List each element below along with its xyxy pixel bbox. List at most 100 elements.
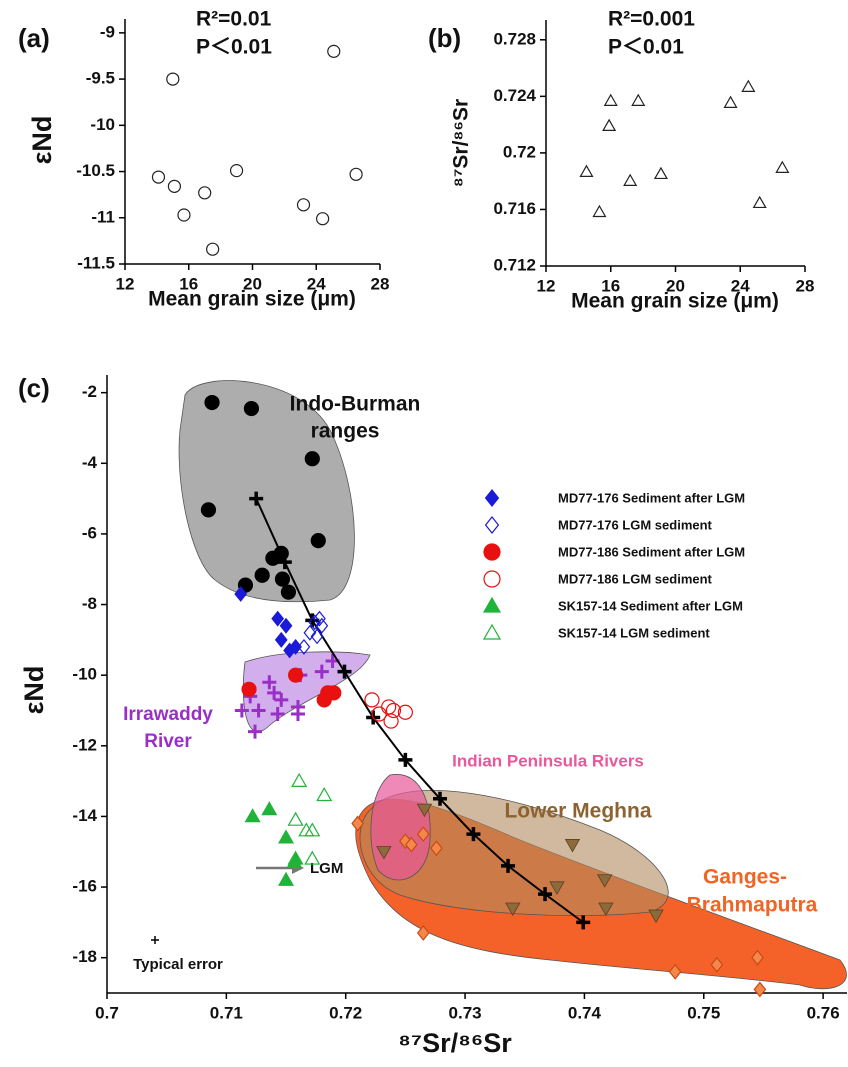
point bbox=[501, 858, 516, 873]
y-tick-label: -14 bbox=[72, 806, 97, 825]
point bbox=[598, 902, 614, 917]
point bbox=[399, 833, 412, 850]
x-tick-label: 0.74 bbox=[568, 1003, 602, 1022]
point bbox=[364, 692, 380, 708]
point bbox=[349, 167, 363, 181]
point bbox=[741, 79, 756, 92]
point bbox=[244, 808, 261, 823]
y-tick-label: -11 bbox=[91, 207, 115, 226]
point bbox=[279, 617, 293, 634]
legend-marker bbox=[483, 543, 501, 561]
point bbox=[416, 925, 430, 941]
point bbox=[277, 829, 295, 844]
y-tick-label: -10 bbox=[90, 115, 115, 134]
x-tick-label: 0.7 bbox=[95, 1003, 119, 1022]
y-tick-label: 0.716 bbox=[493, 199, 536, 218]
point bbox=[277, 871, 295, 886]
point bbox=[752, 195, 767, 209]
regions bbox=[178, 380, 847, 990]
point bbox=[466, 827, 481, 842]
y-tick-label: 0.728 bbox=[493, 29, 536, 48]
point bbox=[385, 702, 402, 719]
point bbox=[308, 614, 322, 631]
legend-marker bbox=[484, 516, 500, 534]
y-tick-label: -2 bbox=[82, 382, 97, 401]
point bbox=[271, 610, 285, 627]
point bbox=[564, 839, 581, 853]
x-tick-label: 12 bbox=[537, 276, 556, 295]
point bbox=[316, 787, 333, 802]
point bbox=[310, 533, 326, 549]
point bbox=[753, 981, 767, 998]
legend-marker bbox=[482, 623, 502, 640]
point bbox=[241, 681, 257, 697]
point bbox=[404, 836, 418, 853]
x-axis-label: ⁸⁷Sr/⁸⁶Sr bbox=[398, 1028, 512, 1058]
point bbox=[229, 164, 244, 178]
point bbox=[648, 909, 664, 924]
point bbox=[297, 638, 311, 655]
region-label: ranges bbox=[311, 420, 380, 443]
point bbox=[234, 585, 248, 602]
point bbox=[351, 815, 365, 832]
point bbox=[576, 915, 591, 930]
point bbox=[270, 707, 285, 722]
point bbox=[313, 610, 326, 627]
point bbox=[287, 811, 304, 826]
point bbox=[200, 502, 217, 518]
point bbox=[326, 685, 342, 701]
point bbox=[287, 667, 304, 683]
point bbox=[579, 164, 594, 177]
y-tick-label: 0.712 bbox=[493, 255, 536, 274]
region-label: Ganges- bbox=[703, 866, 787, 889]
annotation: Typical error bbox=[133, 956, 223, 973]
legend-label: MD77-176 LGM sediment bbox=[558, 517, 713, 532]
annotation: P＜0.01 bbox=[608, 36, 684, 59]
x-axis-label: Mean grain size (μm) bbox=[571, 290, 779, 313]
point bbox=[254, 567, 270, 583]
point bbox=[723, 95, 738, 108]
point bbox=[416, 803, 433, 818]
y-tick-label: -11.5 bbox=[77, 253, 115, 272]
point bbox=[277, 555, 292, 570]
point bbox=[631, 93, 646, 106]
point bbox=[243, 400, 260, 417]
legend-label: SK157-14 LGM sediment bbox=[558, 625, 710, 640]
point bbox=[623, 173, 638, 186]
point bbox=[267, 685, 282, 700]
y-tick-label: -12 bbox=[72, 735, 97, 754]
point bbox=[304, 451, 320, 467]
point bbox=[291, 772, 308, 787]
point bbox=[337, 664, 352, 679]
point bbox=[280, 584, 297, 600]
y-tick-label: 0.72 bbox=[503, 142, 536, 161]
point bbox=[383, 713, 399, 729]
legend-label: SK157-14 Sediment after LGM bbox=[558, 598, 743, 613]
point bbox=[371, 706, 387, 722]
point bbox=[603, 93, 618, 106]
point bbox=[290, 707, 305, 722]
region-label: Irrawaddy bbox=[123, 704, 213, 725]
point bbox=[286, 854, 303, 869]
point bbox=[249, 491, 264, 506]
point bbox=[398, 752, 413, 767]
x-tick-label: 28 bbox=[371, 274, 390, 293]
point bbox=[167, 179, 182, 193]
point bbox=[751, 949, 764, 966]
legend-label: MD77-186 LGM sediment bbox=[558, 571, 713, 586]
legend-marker bbox=[482, 596, 502, 613]
point bbox=[314, 664, 329, 679]
region-label: Brahmaputra bbox=[687, 894, 818, 917]
point bbox=[262, 675, 277, 690]
point bbox=[505, 902, 521, 917]
panel-label: (b) bbox=[428, 23, 461, 53]
y-tick-label: -9 bbox=[100, 22, 115, 41]
y-tick-label: -6 bbox=[82, 523, 97, 542]
point bbox=[327, 44, 341, 58]
y-tick-label: -16 bbox=[72, 877, 97, 896]
point bbox=[177, 208, 191, 222]
point bbox=[316, 212, 330, 226]
x-tick-label: 24 bbox=[731, 276, 750, 295]
point bbox=[304, 850, 321, 865]
point bbox=[248, 724, 262, 739]
